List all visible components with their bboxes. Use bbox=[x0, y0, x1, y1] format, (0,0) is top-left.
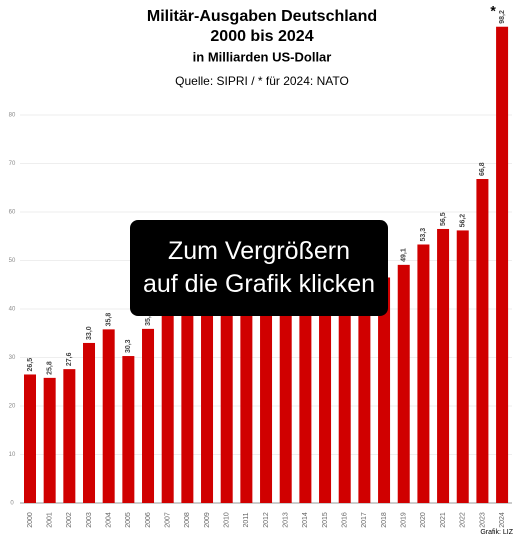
bar bbox=[142, 328, 155, 503]
x-tick-label: 2005 bbox=[125, 512, 132, 528]
value-label: 98,2 bbox=[499, 10, 506, 24]
value-label: 33,0 bbox=[86, 326, 93, 340]
x-tick-label: 2010 bbox=[224, 512, 231, 528]
x-tick-label: 2007 bbox=[165, 512, 172, 528]
overlay-line[interactable]: Zum Vergrößern bbox=[167, 237, 350, 265]
source: Quelle: SIPRI / * für 2024: NATO bbox=[175, 74, 349, 88]
bar bbox=[476, 179, 489, 503]
value-label: 53,3 bbox=[420, 228, 427, 242]
bar bbox=[63, 369, 76, 503]
value-label: 56,5 bbox=[440, 212, 447, 226]
x-tick-label: 2013 bbox=[283, 512, 290, 528]
x-tick-label: 2016 bbox=[342, 512, 349, 528]
y-tick-label: 30 bbox=[9, 355, 16, 361]
y-tick-label: 70 bbox=[9, 161, 16, 167]
bar bbox=[102, 329, 115, 503]
bar bbox=[437, 228, 450, 503]
x-tick-label: 2011 bbox=[243, 512, 250, 527]
bar bbox=[201, 278, 214, 503]
x-tick-label: 2008 bbox=[184, 512, 191, 528]
x-tick-label: 2009 bbox=[204, 512, 211, 528]
y-tick-label: 0 bbox=[10, 501, 14, 507]
bar bbox=[319, 309, 332, 503]
value-label: 25,8 bbox=[47, 361, 54, 375]
x-tick-label: 2021 bbox=[440, 512, 447, 528]
unit-label: in Milliarden US-Dollar bbox=[193, 49, 332, 64]
x-tick-label: 2022 bbox=[460, 512, 467, 528]
x-tick-label: 2020 bbox=[420, 512, 427, 528]
bar bbox=[240, 269, 253, 503]
x-tick-label: 2012 bbox=[263, 512, 270, 528]
x-tick-label: 2014 bbox=[302, 512, 309, 528]
bar bbox=[299, 279, 312, 503]
x-tick-label: 2001 bbox=[47, 512, 54, 528]
value-label: 35,9 bbox=[145, 312, 152, 326]
x-tick-label: 2002 bbox=[66, 512, 73, 528]
y-tick-label: 20 bbox=[9, 404, 16, 410]
value-label: 26,5 bbox=[27, 358, 34, 372]
bar bbox=[358, 288, 371, 503]
bar bbox=[260, 277, 273, 503]
chart-title: Militär-Ausgaben Deutschland bbox=[147, 8, 377, 25]
value-label: 30,3 bbox=[125, 339, 132, 353]
bar bbox=[43, 377, 56, 503]
x-tick-label: 2019 bbox=[401, 512, 408, 528]
chart-subtitle: 2000 bis 2024 bbox=[210, 28, 313, 45]
y-tick-label: 40 bbox=[9, 307, 16, 313]
bar bbox=[496, 26, 509, 503]
y-tick-label: 10 bbox=[9, 452, 16, 458]
overlay-line[interactable]: auf die Grafik klicken bbox=[142, 270, 376, 298]
bar bbox=[24, 374, 36, 503]
bar bbox=[122, 356, 135, 503]
bar bbox=[338, 301, 351, 503]
bar bbox=[456, 230, 469, 503]
x-tick-label: 2006 bbox=[145, 512, 152, 528]
annotation: * bbox=[490, 3, 496, 19]
bar bbox=[220, 278, 233, 503]
x-tick-label: 2023 bbox=[479, 512, 486, 528]
bar bbox=[161, 297, 174, 503]
y-tick-label: 50 bbox=[9, 258, 16, 264]
bar bbox=[378, 277, 391, 503]
bar bbox=[181, 269, 194, 503]
value-label: 49,1 bbox=[401, 248, 408, 262]
x-tick-label: 2018 bbox=[381, 512, 388, 528]
y-tick-label: 80 bbox=[9, 113, 16, 119]
bar bbox=[397, 264, 410, 503]
bar bbox=[279, 280, 292, 503]
bar bbox=[83, 342, 96, 503]
enlarge-overlay[interactable]: Zum Vergrößern auf die Grafik klicken bbox=[130, 220, 388, 316]
x-tick-label: 2003 bbox=[86, 512, 93, 528]
bar bbox=[417, 244, 430, 503]
credit: Grafik: LIZ bbox=[480, 529, 513, 536]
value-label: 66,8 bbox=[479, 162, 486, 176]
x-tick-label: 2015 bbox=[322, 512, 329, 528]
x-tick-label: 2024 bbox=[499, 512, 506, 528]
y-tick-label: 60 bbox=[9, 210, 16, 216]
value-label: 35,8 bbox=[106, 313, 113, 327]
x-tick-label: 2000 bbox=[27, 512, 34, 528]
value-label: 27,6 bbox=[66, 352, 73, 366]
x-tick-label: 2017 bbox=[361, 512, 368, 528]
x-tick-label: 2004 bbox=[106, 512, 113, 528]
value-label: 56,2 bbox=[460, 214, 467, 228]
